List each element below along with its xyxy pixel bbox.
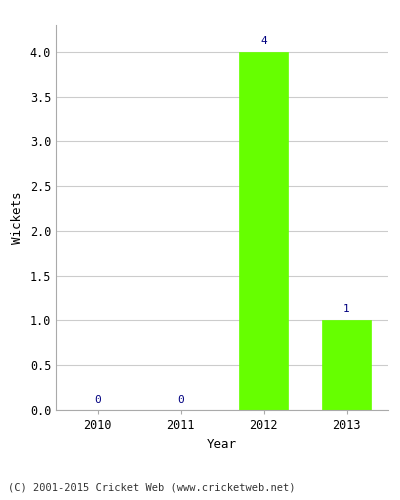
Y-axis label: Wickets: Wickets	[11, 191, 24, 244]
X-axis label: Year: Year	[207, 438, 237, 450]
Bar	[322, 320, 372, 410]
Text: (C) 2001-2015 Cricket Web (www.cricketweb.net): (C) 2001-2015 Cricket Web (www.cricketwe…	[8, 482, 296, 492]
Text: 0: 0	[94, 394, 101, 404]
Text: 1: 1	[343, 304, 350, 314]
Text: 4: 4	[260, 36, 267, 46]
Bar	[238, 52, 288, 410]
Text: 0: 0	[177, 394, 184, 404]
